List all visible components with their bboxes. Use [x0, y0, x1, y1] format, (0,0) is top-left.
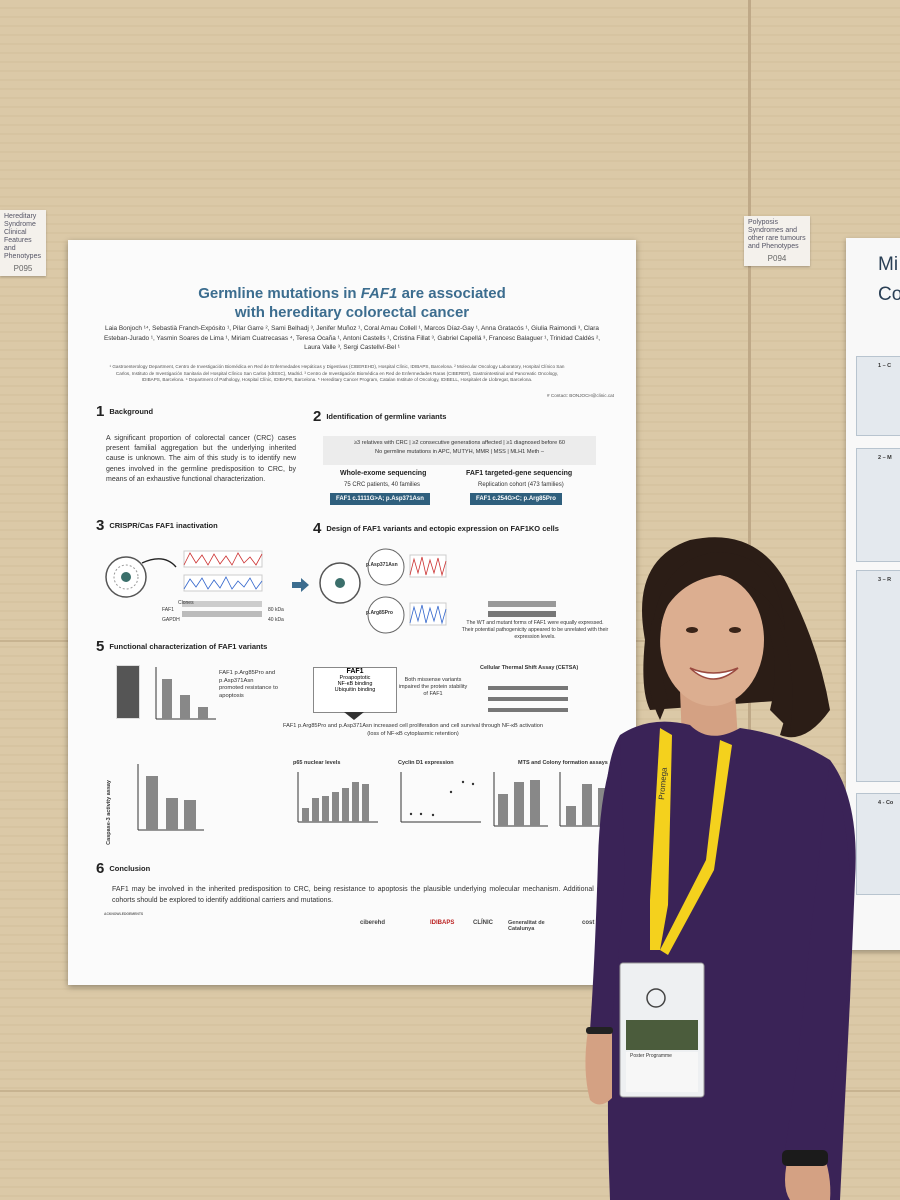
section-label: 4 - Co [878, 800, 894, 806]
poster-number-tag: Polyposis Syndromes and other rare tumou… [744, 216, 810, 267]
tag-code: P094 [767, 254, 787, 264]
box-line: Proapoptotic [339, 675, 371, 681]
poster-number-tag: Hereditary Syndrome Clinical Features an… [0, 210, 46, 277]
poster-authors: Laia Bonjoch ¹⁴, Sebastià Franch-Expósit… [103, 325, 601, 351]
adjacent-poster: Mi Co 1 – C 2 – M 3 – R 4 - Co [846, 238, 900, 950]
variant-design-figure [319, 548, 556, 634]
kda-label: 40 kDa [268, 617, 284, 623]
proliferation-text: FAF1 p.Arg85Pro and p.Asp371Asn increase… [283, 723, 543, 737]
poster-affiliations: ¹ Gastroenterology Department, Centro de… [109, 364, 565, 382]
poster-title: Germline mutations in FAF1 are associate… [68, 284, 636, 322]
adjacent-poster-title: Mi Co [878, 254, 900, 305]
box-line: Ubiquitin binding [334, 687, 376, 693]
conclusion-text: FAF1 may be involved in the inherited pr… [112, 886, 612, 904]
badge-label: Poster Programme [630, 1053, 672, 1059]
smartwatch [782, 1150, 828, 1166]
criteria-line: ≥3 relatives with CRC | ≥2 consecutive g… [353, 440, 566, 446]
kda-label: 80 kDa [268, 607, 284, 613]
replication-cohort: Replication cohort (473 families) [478, 482, 564, 488]
section-heading: 6 Conclusion [96, 860, 151, 877]
cyclin-scatter-chart [400, 772, 481, 823]
box-title: FAF1 [346, 668, 364, 675]
crispr-figure [105, 550, 263, 617]
cetsa-title: Cellular Thermal Shift Assay (CETSA) [480, 665, 579, 671]
svg-text:Promega: Promega [657, 767, 669, 801]
blot-band [488, 686, 568, 690]
section-heading: 2 Identification of germline variants [313, 408, 447, 425]
caspase-bar-chart [137, 764, 204, 831]
logo-generalitat: Generalitat de Catalunya [508, 920, 545, 932]
poster-section [856, 448, 900, 562]
selection-criteria-box: ≥3 relatives with CRC | ≥2 consecutive g… [323, 436, 596, 465]
stability-text: Both missense variants impaired the prot… [398, 677, 468, 697]
logo-cost: cost [582, 920, 595, 926]
apoptosis-bar-chart [155, 667, 216, 720]
chart-title: p65 nuclear levels [293, 760, 341, 766]
poster-section [856, 793, 900, 895]
arrow-down-icon [344, 712, 364, 720]
poster-contact: # Contact: BONJOCH@clinic.cat [547, 393, 614, 398]
section-heading: 4 Design of FAF1 variants and ectopic exp… [313, 520, 559, 537]
variant-pill: FAF1 c.254G>C; p.Arg85Pro [470, 493, 562, 505]
section-heading: 1 Background [96, 403, 154, 420]
acknowledgements: ACKNOWLEDGEMENTS [104, 912, 144, 916]
logo-idibaps: IDIBAPS [430, 920, 455, 926]
resistance-text: FAF1 p.Arg85Pro and p.Asp371Asn promoted… [219, 670, 278, 699]
section-label: 1 – C [878, 363, 892, 369]
box-line: NF-κB binding [337, 681, 373, 687]
title-part: are associated [397, 285, 506, 302]
lanyard [660, 740, 732, 955]
criteria-line: No germline mutations in APC, MUTYH, MMR… [375, 449, 544, 455]
badge-name-panel [626, 1052, 698, 1092]
badge-photo [626, 1020, 698, 1050]
chart-title: MTS and Colony formation assays [518, 760, 608, 766]
poster-section [856, 356, 900, 436]
targeted-heading: FAF1 targeted-gene sequencing [466, 470, 573, 477]
section-heading: 3 CRISPR/Cas FAF1 inactivation [96, 517, 218, 534]
variant-pill: FAF1 c.1111G>A; p.Asp371Asn [330, 493, 430, 505]
title-part: with hereditary colorectal cancer [234, 304, 470, 321]
badge-logo-icon [646, 988, 666, 1008]
logo-ciberehd: ciberehd [360, 920, 386, 926]
section-heading: 5 Functional characterization of FAF1 var… [96, 638, 268, 655]
title-gene: FAF1 [360, 285, 398, 302]
blot-band [488, 697, 568, 701]
scientific-poster: Germline mutations in FAF1 are associate… [68, 240, 636, 985]
tag-text: Hereditary Syndrome Clinical Features an… [4, 213, 41, 261]
microscopy-image [116, 665, 140, 719]
tag-text: Polyposis Syndromes and other rare tumou… [748, 219, 806, 251]
arrow-icon [292, 578, 309, 592]
logo-clinic: CLÍNIC [473, 920, 493, 926]
variant-label: p.Arg85Pro [366, 610, 393, 616]
section-label: 3 – R [878, 577, 892, 583]
lanyard [650, 728, 672, 950]
bracelet [586, 1027, 613, 1034]
section-label: 2 – M [878, 455, 892, 461]
poster-section [856, 570, 900, 782]
blot-band [488, 708, 568, 712]
title-part: Germline mutations in [198, 285, 361, 302]
expression-note: The WT and mutant forms of FAF1 were equ… [461, 620, 609, 640]
chart-title: Cyclin D1 expression [398, 760, 454, 766]
p65-bar-chart [297, 772, 378, 823]
gapdh-label: GAPDH [162, 617, 180, 623]
tag-code: P095 [13, 264, 33, 274]
wall-seam [0, 1090, 900, 1092]
clones-label: Clones [178, 600, 194, 606]
wes-cohort: 75 CRC patients, 40 families [344, 482, 421, 488]
wes-heading: Whole-exome sequencing [340, 470, 427, 477]
variant-label: p.Asp371Asn [366, 562, 398, 568]
background-text: A significant proportion of colorectal c… [106, 435, 296, 483]
faf1-domain-box: FAF1 Proapoptotic NF-κB binding Ubiquiti… [313, 667, 397, 713]
faf1-label: FAF1 [162, 607, 174, 613]
